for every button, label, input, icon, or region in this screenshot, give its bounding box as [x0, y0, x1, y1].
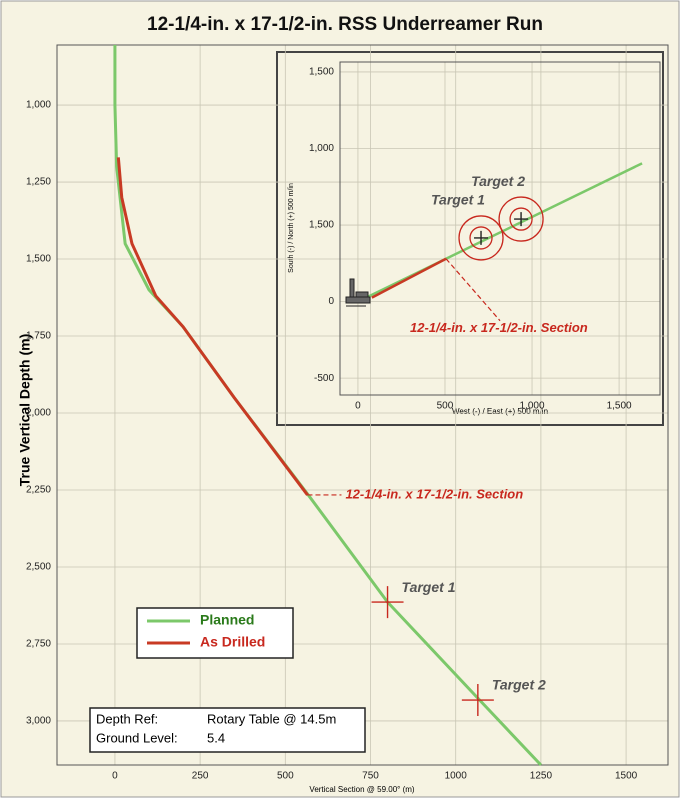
x-tick-label: 1000	[445, 771, 468, 782]
y-tick-label: -500	[314, 373, 334, 384]
y-tick-label: 1,500	[309, 220, 334, 231]
y-tick-label: 2,500	[26, 562, 51, 573]
y-tick-label: 1,250	[26, 177, 51, 188]
x-tick-label: 500	[437, 401, 454, 412]
target-label: Target 1	[431, 192, 485, 208]
y-tick-label: 1,750	[26, 331, 51, 342]
x-tick-label: 1250	[530, 771, 553, 782]
info-text: Ground Level:	[96, 730, 178, 745]
y-tick-label: 1,000	[309, 143, 334, 154]
y-tick-label: 1,500	[309, 67, 334, 78]
y-tick-label: 3,000	[26, 716, 51, 727]
legend-label: Planned	[200, 612, 254, 628]
legend: Planned As Drilled	[137, 608, 293, 658]
x-tick-label: 0	[112, 771, 118, 782]
target-label: Target 2	[492, 677, 546, 693]
y-tick-label: 2,250	[26, 485, 51, 496]
legend-label: As Drilled	[200, 634, 265, 650]
x-tick-label: 0	[355, 401, 361, 412]
info-text: Rotary Table @ 14.5m	[207, 711, 336, 726]
x-tick-label: 500	[277, 771, 294, 782]
info-text: Depth Ref:	[96, 711, 158, 726]
x-tick-label: 1,500	[607, 401, 632, 412]
chart-title: 12-1/4-in. x 17-1/2-in. RSS Underreamer …	[147, 14, 543, 35]
info-text: 5.4	[207, 730, 225, 745]
x-tick-label: 250	[192, 771, 209, 782]
chart: 12-1/4-in. x 17-1/2-in. RSS Underreamer …	[0, 0, 680, 798]
target-label: Target 1	[402, 579, 456, 595]
y-tick-label: 1,500	[26, 254, 51, 265]
y-tick-label: 2,000	[26, 408, 51, 419]
y-tick-label: 1,000	[26, 100, 51, 111]
x-tick-label: 750	[362, 771, 379, 782]
x-tick-label: 1500	[615, 771, 638, 782]
x-axis-label: Vertical Section @ 59.00° (m)	[309, 785, 414, 794]
target-label: Target 2	[471, 173, 525, 189]
annotation: 12-1/4-in. x 17-1/2-in. Section	[410, 320, 588, 335]
x-tick-label: 1,000	[520, 401, 545, 412]
annotation: 12-1/4-in. x 17-1/2-in. Section	[345, 486, 523, 501]
y-tick-label: 2,750	[26, 639, 51, 650]
y-tick-label: 0	[328, 296, 334, 307]
